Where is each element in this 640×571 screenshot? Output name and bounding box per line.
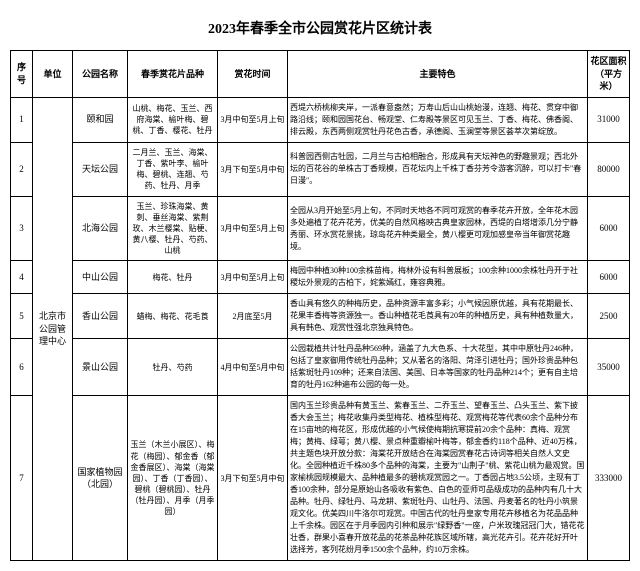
cell-species: 蜡梅、梅花、花毛莨 bbox=[128, 294, 218, 339]
cell-area: 80000 bbox=[588, 142, 630, 196]
cell-area: 31000 bbox=[588, 97, 630, 142]
cell-time: 2月底至5月 bbox=[218, 294, 288, 339]
cell-species: 梅花、牡丹 bbox=[128, 261, 218, 294]
cell-area: 333000 bbox=[588, 396, 630, 561]
cell-feature: 国内玉兰珍贵品种有黄玉兰、紫春玉兰、二乔玉兰、望春玉兰、凸头玉兰、紫下披香大会玉… bbox=[288, 396, 588, 561]
cell-park: 国家植物园（北园） bbox=[73, 396, 128, 561]
header-feature: 主要特色 bbox=[288, 51, 588, 98]
page-title: 2023年春季全市公园赏花片区统计表 bbox=[10, 18, 630, 38]
header-seq: 序号 bbox=[11, 51, 33, 98]
cell-seq: 7 bbox=[11, 396, 33, 561]
cell-park: 颐和园 bbox=[73, 97, 128, 142]
cell-species: 牡丹、芍药 bbox=[128, 339, 218, 396]
cell-seq: 1 bbox=[11, 97, 33, 142]
header-time: 赏花时间 bbox=[218, 51, 288, 98]
cell-area: 35000 bbox=[588, 339, 630, 396]
cell-park: 北海公园 bbox=[73, 196, 128, 261]
cell-feature: 梅园中种植30种100余株苗梅，梅林外设有科普展板；100余种1000余株牡丹开… bbox=[288, 261, 588, 294]
cell-area: 6000 bbox=[588, 196, 630, 261]
table-row: 3 北海公园玉兰、珍珠海棠、黄刺、垂丝海棠、紫荆玫、木兰樱棠、贴梗、黄八樱、牡丹、… bbox=[11, 196, 630, 261]
cell-time: 3月中旬至5月上旬 bbox=[218, 97, 288, 142]
header-area: 花区面积（平方米） bbox=[588, 51, 630, 98]
cell-area: 2500 bbox=[588, 294, 630, 339]
cell-feature: 西堤六桥桃柳夹岸，一派春意盎然；万寿山后山山桃始漫，连翘、梅花、贯穿中御路沿线；… bbox=[288, 97, 588, 142]
cell-feature: 全园从3月开始至5月上旬，不同时天地各不同可观赏的春季花卉开放，全年花木园多处遍… bbox=[288, 196, 588, 261]
cell-species: 玉兰（木兰小展区）、梅花（梅园）、郁金香（郁金香展区）、海棠（海棠园）、丁香（丁… bbox=[128, 396, 218, 561]
cell-feature: 公园栽植共计牡丹品种569种，涵盖了九大色系、十大花型，其中中原牡丹246种，包… bbox=[288, 339, 588, 396]
table-header-row: 序号 单位 公园名称 春季赏花片品种 赏花时间 主要特色 花区面积（平方米） bbox=[11, 51, 630, 98]
cell-park: 天坛公园 bbox=[73, 142, 128, 196]
cell-seq: 2 bbox=[11, 142, 33, 196]
cell-area: 6000 bbox=[588, 261, 630, 294]
cell-park: 香山公园 bbox=[73, 294, 128, 339]
header-park: 公园名称 bbox=[73, 51, 128, 98]
cell-seq: 5 bbox=[11, 294, 33, 339]
cell-seq: 3 bbox=[11, 196, 33, 261]
cell-time: 3月下旬至5月中旬 bbox=[218, 142, 288, 196]
cell-species: 二月兰、玉兰、海棠、丁香、紫叶李、榆叶梅、碧桃、连翘、芍药、牡丹、月季 bbox=[128, 142, 218, 196]
cell-seq: 6 bbox=[11, 339, 33, 396]
cell-species: 山桃、梅花、玉兰、西府海棠、榆叶梅、碧桃、丁香、樱花、牡丹 bbox=[128, 97, 218, 142]
cell-park: 中山公园 bbox=[73, 261, 128, 294]
cell-species: 玉兰、珍珠海棠、黄刺、垂丝海棠、紫荆玫、木兰樱棠、贴梗、黄八樱、牡丹、芍药、山桃 bbox=[128, 196, 218, 261]
cell-feature: 香山具有悠久的种梅历史，品种资源丰富多彩；小气候因原优越，具有花期最长、花果丰香… bbox=[288, 294, 588, 339]
cell-time: 3月中旬至5月上旬 bbox=[218, 196, 288, 261]
cell-time: 3月中旬至5月上旬 bbox=[218, 261, 288, 294]
cell-time: 3月下旬至5月中旬 bbox=[218, 396, 288, 561]
table-row: 4 中山公园梅花、牡丹3月中旬至5月上旬梅园中种植30种100余株苗梅，梅林外设有… bbox=[11, 261, 630, 294]
table-row: 2 天坛公园二月兰、玉兰、海棠、丁香、紫叶李、榆叶梅、碧桃、连翘、芍药、牡丹、月季… bbox=[11, 142, 630, 196]
cell-time: 4月中旬至5月中旬 bbox=[218, 339, 288, 396]
cell-seq: 4 bbox=[11, 261, 33, 294]
table-row: 6 景山公园牡丹、芍药4月中旬至5月中旬公园栽植共计牡丹品种569种，涵盖了九大色… bbox=[11, 339, 630, 396]
cell-park: 景山公园 bbox=[73, 339, 128, 396]
statistics-table: 序号 单位 公园名称 春季赏花片品种 赏花时间 主要特色 花区面积（平方米） 1… bbox=[10, 50, 630, 561]
table-row: 1北京市公园管理中心颐和园山桃、梅花、玉兰、西府海棠、榆叶梅、碧桃、丁香、樱花、… bbox=[11, 97, 630, 142]
cell-feature: 科普园西侧古牡园，二月兰与古柏相融合，形成具有天坛神色的野趣景观；西北外坛的百花… bbox=[288, 142, 588, 196]
header-unit: 单位 bbox=[33, 51, 73, 98]
header-species: 春季赏花片品种 bbox=[128, 51, 218, 98]
table-row: 7 国家植物园（北园）玉兰（木兰小展区）、梅花（梅园）、郁金香（郁金香展区）、海棠… bbox=[11, 396, 630, 561]
table-row: 5 香山公园蜡梅、梅花、花毛莨2月底至5月香山具有悠久的种梅历史，品种资源丰富多彩… bbox=[11, 294, 630, 339]
cell-unit: 北京市公园管理中心 bbox=[33, 97, 73, 561]
